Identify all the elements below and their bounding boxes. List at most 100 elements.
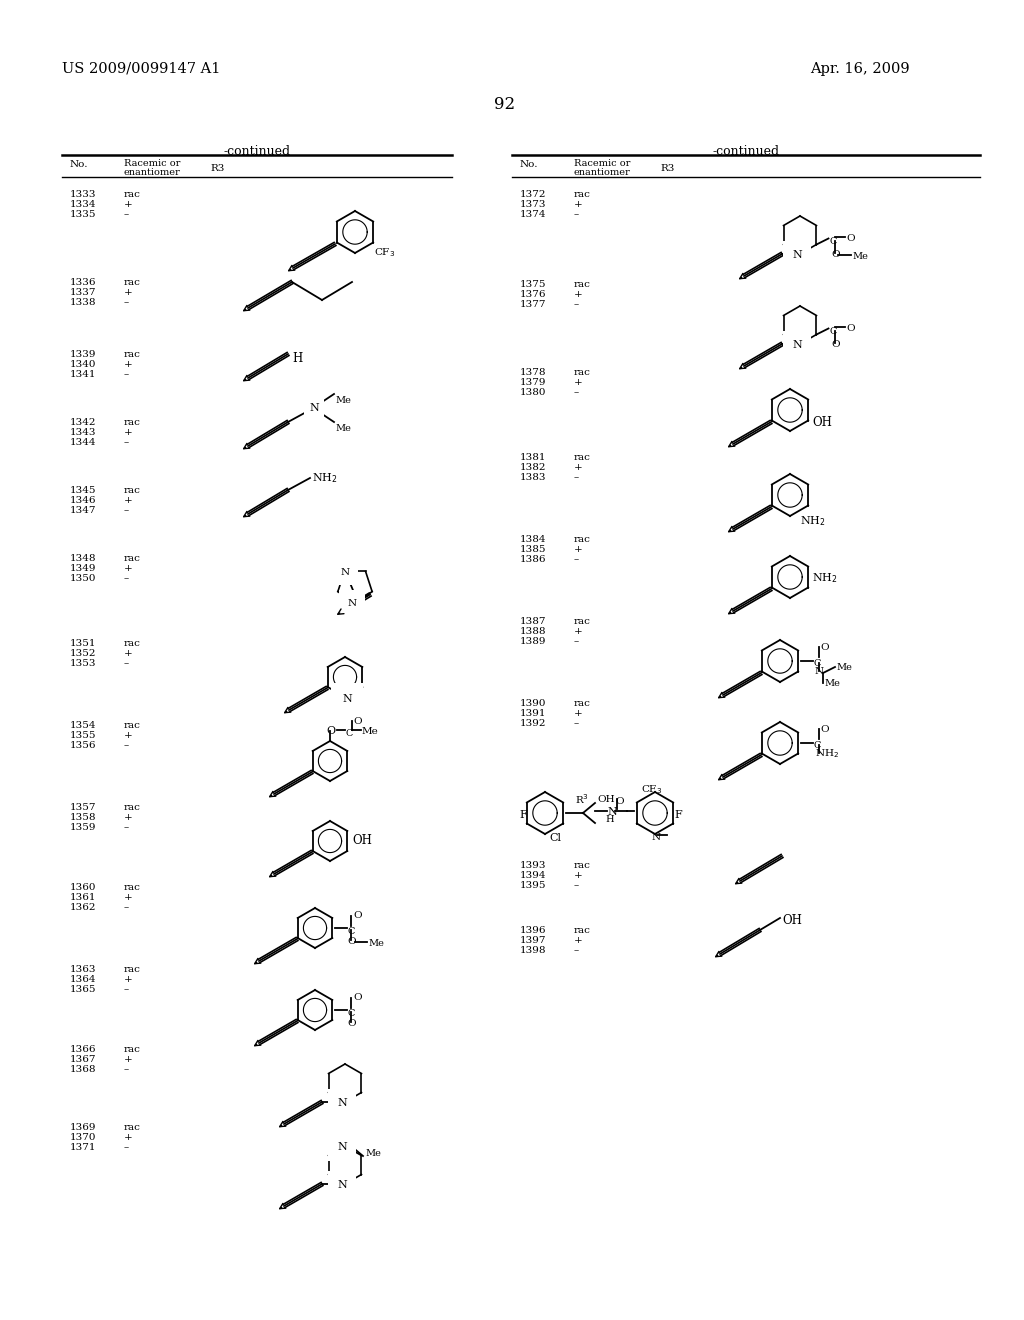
Text: +: + (574, 201, 583, 209)
Text: O: O (847, 323, 855, 333)
Text: 1382: 1382 (520, 463, 547, 473)
Text: 1372: 1372 (520, 190, 547, 199)
Text: 1339: 1339 (70, 350, 96, 359)
Text: 1347: 1347 (70, 506, 96, 515)
Text: N: N (337, 1180, 347, 1191)
Text: rac: rac (124, 883, 141, 892)
Text: +: + (124, 731, 133, 741)
Text: O: O (820, 725, 828, 734)
Text: 1359: 1359 (70, 822, 96, 832)
Text: 1362: 1362 (70, 903, 96, 912)
Text: 1355: 1355 (70, 731, 96, 741)
Text: +: + (574, 545, 583, 554)
Text: O: O (347, 936, 355, 945)
Text: +: + (574, 871, 583, 880)
Text: rac: rac (574, 368, 591, 378)
Text: Apr. 16, 2009: Apr. 16, 2009 (810, 62, 909, 77)
Text: N: N (309, 403, 318, 413)
Text: rac: rac (124, 418, 141, 426)
Text: –: – (124, 210, 129, 219)
Text: 1366: 1366 (70, 1045, 96, 1053)
Text: –: – (124, 298, 129, 308)
Text: 1390: 1390 (520, 700, 547, 708)
Text: rac: rac (574, 535, 591, 544)
Text: 1381: 1381 (520, 453, 547, 462)
Text: Me: Me (836, 664, 852, 672)
Text: +: + (124, 1133, 133, 1142)
Text: N: N (607, 807, 616, 817)
Text: C: C (829, 238, 837, 246)
Text: 1346: 1346 (70, 496, 96, 506)
Text: 1343: 1343 (70, 428, 96, 437)
Text: 1364: 1364 (70, 975, 96, 983)
Text: 1341: 1341 (70, 370, 96, 379)
Text: O: O (353, 994, 361, 1002)
Text: O: O (615, 796, 624, 805)
Text: 1384: 1384 (520, 535, 547, 544)
Text: 1380: 1380 (520, 388, 547, 397)
Text: –: – (124, 741, 129, 750)
Text: 1376: 1376 (520, 290, 547, 300)
Text: 1338: 1338 (70, 298, 96, 308)
Text: rac: rac (574, 861, 591, 870)
Text: +: + (124, 813, 133, 822)
Text: 1370: 1370 (70, 1133, 96, 1142)
Text: rac: rac (124, 639, 141, 648)
Text: rac: rac (124, 554, 141, 564)
Text: +: + (124, 1055, 133, 1064)
Text: C: C (814, 742, 821, 751)
Text: Me: Me (824, 678, 840, 688)
Text: 1378: 1378 (520, 368, 547, 378)
Text: O: O (820, 643, 828, 652)
Text: OH: OH (782, 913, 802, 927)
Text: enantiomer: enantiomer (124, 168, 181, 177)
Text: rac: rac (574, 453, 591, 462)
Text: 1391: 1391 (520, 709, 547, 718)
Text: OH: OH (352, 833, 372, 846)
Text: 1333: 1333 (70, 190, 96, 199)
Text: +: + (574, 378, 583, 387)
Text: +: + (124, 564, 133, 573)
Text: –: – (124, 574, 129, 583)
Text: –: – (124, 370, 129, 379)
Text: 1350: 1350 (70, 574, 96, 583)
Text: 1348: 1348 (70, 554, 96, 564)
Text: rac: rac (124, 1045, 141, 1053)
Text: N: N (342, 694, 352, 704)
Text: 1396: 1396 (520, 927, 547, 935)
Text: 1354: 1354 (70, 721, 96, 730)
Text: N: N (347, 598, 356, 607)
Text: 1337: 1337 (70, 288, 96, 297)
Text: 1386: 1386 (520, 554, 547, 564)
Text: –: – (124, 985, 129, 994)
Text: O: O (847, 234, 855, 243)
Text: –: – (574, 554, 580, 564)
Text: 1336: 1336 (70, 279, 96, 286)
Text: Me: Me (852, 252, 868, 261)
Text: 1361: 1361 (70, 894, 96, 902)
Text: 1352: 1352 (70, 649, 96, 657)
Text: 1365: 1365 (70, 985, 96, 994)
Text: Racemic or: Racemic or (124, 158, 180, 168)
Text: C: C (346, 730, 353, 738)
Text: 1392: 1392 (520, 719, 547, 729)
Text: O: O (326, 726, 335, 737)
Text: Me: Me (335, 424, 351, 433)
Text: R3: R3 (210, 164, 224, 173)
Text: –: – (574, 638, 580, 645)
Text: C: C (814, 660, 821, 668)
Text: rac: rac (574, 700, 591, 708)
Text: Me: Me (362, 727, 379, 737)
Text: 1379: 1379 (520, 378, 547, 387)
Text: –: – (574, 473, 580, 482)
Text: 1374: 1374 (520, 210, 547, 219)
Text: +: + (124, 649, 133, 657)
Text: +: + (124, 428, 133, 437)
Text: 1375: 1375 (520, 280, 547, 289)
Text: N: N (341, 568, 350, 577)
Text: 1360: 1360 (70, 883, 96, 892)
Text: 1356: 1356 (70, 741, 96, 750)
Text: –: – (124, 1065, 129, 1074)
Text: Cl: Cl (549, 833, 561, 843)
Text: 1395: 1395 (520, 880, 547, 890)
